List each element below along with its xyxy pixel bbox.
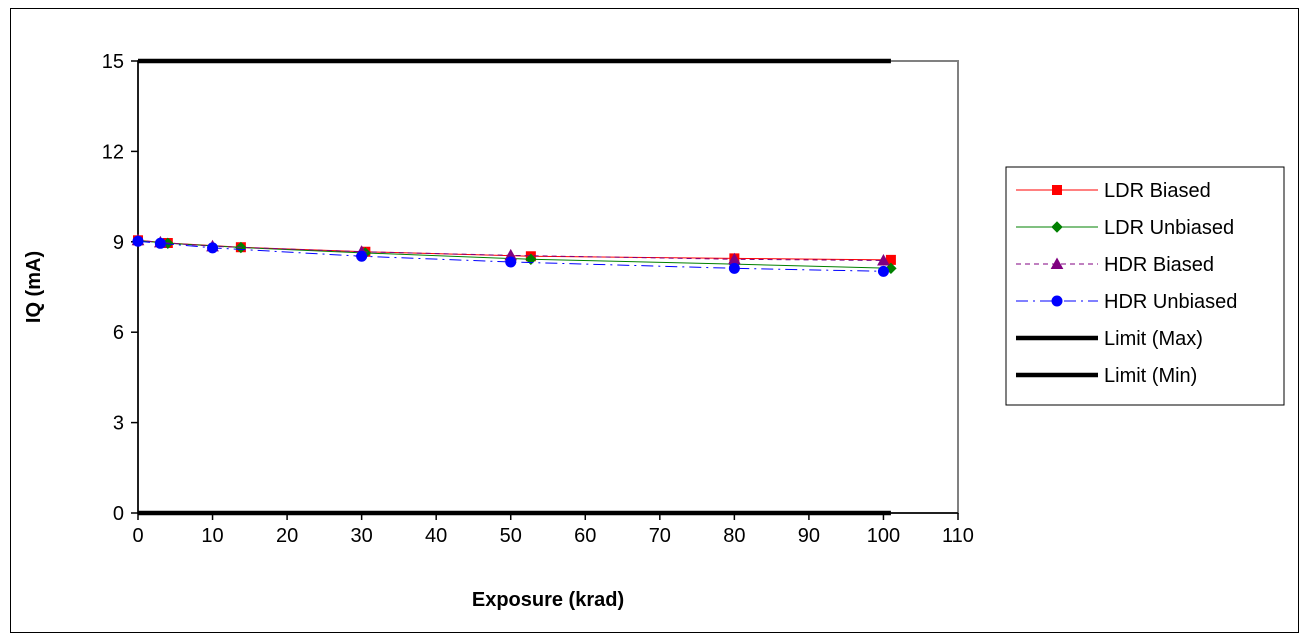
x-tick-label: 110 [942, 525, 974, 547]
legend-marker-hdr-unbiased [1051, 295, 1063, 307]
legend-marker-ldr-unbiased [1051, 221, 1063, 233]
series-layer [131, 58, 897, 516]
x-tick-label: 70 [649, 525, 671, 547]
hdr-unbiased-point [154, 237, 166, 249]
x-tick-label: 40 [425, 525, 447, 547]
legend-marker-ldr-biased [1052, 185, 1062, 195]
hdr-unbiased-point [728, 262, 740, 274]
legend-box [1005, 166, 1285, 406]
legend-label-hdr-biased: HDR Biased [1104, 254, 1214, 276]
x-axis-title: Exposure (krad) [472, 589, 624, 611]
legend-label-ldr-unbiased: LDR Unbiased [1104, 217, 1234, 239]
y-tick-label: 6 [113, 322, 124, 344]
y-tick-label: 9 [113, 232, 124, 254]
series-hdr-unbiased [132, 235, 889, 277]
legend-marker-hdr-biased [1050, 257, 1064, 269]
x-tick-label: 30 [351, 525, 373, 547]
hdr-unbiased-point [877, 265, 889, 277]
x-tick-label: 100 [867, 525, 900, 547]
hdr-unbiased-point [505, 256, 517, 268]
legend-label-limit-min: Limit (Min) [1104, 365, 1197, 387]
hdr-unbiased-point [356, 250, 368, 262]
y-tick-label: 15 [102, 51, 124, 73]
y-axis-title: IQ (mA) [23, 251, 45, 323]
x-tick-label: 10 [201, 525, 223, 547]
y-tick-label: 3 [113, 413, 124, 435]
x-tick-label: 90 [798, 525, 820, 547]
legend-label-limit-max: Limit (Max) [1104, 328, 1203, 350]
hdr-biased-point [877, 253, 890, 266]
x-tick-label: 80 [723, 525, 745, 547]
x-tick-label: 50 [500, 525, 522, 547]
legend-label-ldr-biased: LDR Biased [1104, 180, 1211, 202]
legend: LDR Biased LDR Unbiased HDR Biased HDR Unbi… [1005, 166, 1285, 406]
plot-area [137, 60, 959, 514]
y-tick-label: 12 [102, 141, 124, 163]
y-ticks: 0 3 6 9 12 15 [102, 51, 138, 525]
x-tick-label: 60 [574, 525, 596, 547]
ldr-unbiased-point [525, 253, 537, 265]
y-tick-label: 0 [113, 503, 124, 525]
x-tick-label: 20 [276, 525, 298, 547]
hdr-unbiased-point [207, 242, 219, 254]
legend-label-hdr-unbiased: HDR Unbiased [1104, 291, 1237, 313]
hdr-unbiased-point [132, 235, 144, 247]
x-tick-label: 0 [132, 525, 143, 547]
x-ticks: 0 10 20 30 40 50 60 70 80 90 100 110 [132, 513, 974, 547]
